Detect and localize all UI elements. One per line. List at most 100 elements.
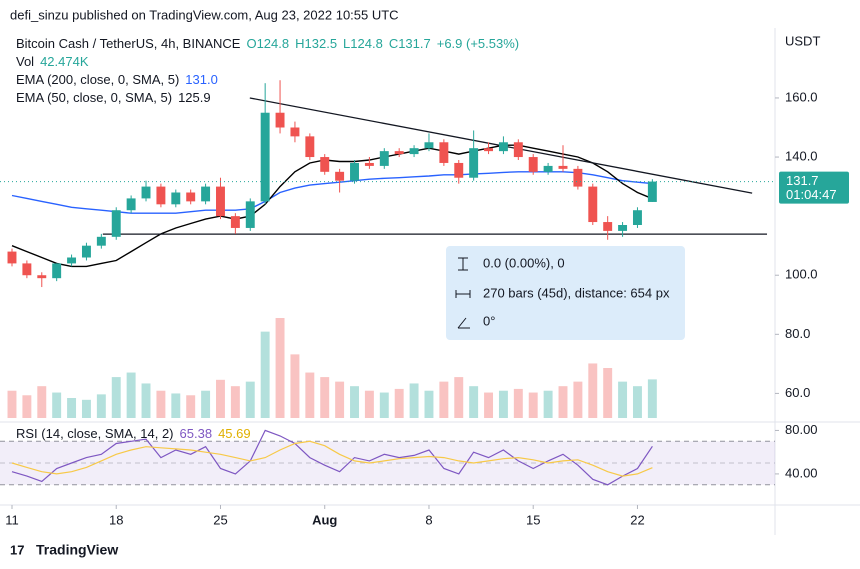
ema-value: 125.9 <box>178 90 211 105</box>
candle-body <box>573 168 583 187</box>
volume-bar <box>528 392 538 418</box>
x-tick-label: 25 <box>213 512 227 527</box>
volume-bar <box>201 390 211 418</box>
volume-bar <box>260 331 270 418</box>
candle-body <box>52 263 62 279</box>
candle-body <box>424 142 434 149</box>
candle-body <box>335 171 345 181</box>
legend-volume: Vol 42.474K <box>16 54 89 69</box>
volume-bar <box>216 379 225 418</box>
candle-body <box>230 216 240 228</box>
ema-name: EMA (50, close, 0, SMA, 5) <box>16 90 172 105</box>
volume-bar <box>141 383 151 418</box>
ohlc: O124.8 <box>246 36 289 51</box>
volume-bar <box>126 372 136 418</box>
volume-bar <box>111 377 121 418</box>
y-tick-label: 140.0 <box>785 148 818 163</box>
volume-bar <box>588 363 598 418</box>
candle-body <box>618 225 628 231</box>
candle-body <box>22 263 32 276</box>
countdown: 01:04:47 <box>786 187 837 202</box>
candle-body <box>632 210 642 225</box>
volume-bar <box>171 393 181 418</box>
volume-bar <box>647 379 657 418</box>
candle-body <box>498 142 508 152</box>
measure-price: 0.0 (0.00%), 0 <box>483 255 565 270</box>
volume-bar <box>484 392 494 418</box>
y-tick-label: 80.0 <box>785 326 810 341</box>
volume-bar <box>230 386 240 418</box>
volume-bar <box>245 381 255 418</box>
x-tick-label: 11 <box>5 512 19 527</box>
candle-body <box>245 201 255 228</box>
candle-body <box>528 157 538 172</box>
legend-rsi: RSI (14, close, SMA, 14, 2) 65.38 45.69 <box>16 426 251 441</box>
volume-bar <box>424 390 434 418</box>
icon-price <box>458 257 468 271</box>
candle-body <box>290 127 300 137</box>
measure-bars: 270 bars (45d), distance: 654 px <box>483 285 670 300</box>
candle-body <box>394 151 404 155</box>
volume-bar <box>364 390 374 418</box>
volume-bar <box>439 381 449 418</box>
volume-bar <box>22 395 32 418</box>
candle-body <box>439 142 449 163</box>
volume-bar <box>290 354 300 418</box>
rsi-tick-label: 80.00 <box>785 422 818 437</box>
candle-body <box>67 257 77 264</box>
volume-bar <box>573 381 583 418</box>
x-tick-label: 18 <box>109 512 123 527</box>
volume-bar <box>394 388 404 418</box>
candle-body <box>260 112 270 202</box>
ohlc: H132.5 <box>295 36 337 51</box>
change: +6.9 (+5.53%) <box>437 36 519 51</box>
ema-line <box>11 171 653 214</box>
volume-bar <box>618 381 628 418</box>
volume-name: Vol <box>16 54 34 69</box>
volume-bar <box>603 368 613 418</box>
x-tick-label: Aug <box>312 512 337 527</box>
volume-bar <box>513 388 523 418</box>
ema-name: EMA (200, close, 0, SMA, 5) <box>16 72 179 87</box>
volume-bar <box>632 386 642 418</box>
x-tick-label: 22 <box>630 512 644 527</box>
volume-bar <box>409 383 419 418</box>
volume-bar <box>156 390 166 418</box>
volume-bar <box>37 386 47 418</box>
candle-body <box>320 157 330 172</box>
last-price-box <box>779 171 849 204</box>
candle-body <box>379 151 389 166</box>
rsi-sma-value: 45.69 <box>218 426 251 441</box>
volume-bar <box>543 390 553 418</box>
candle-body <box>454 162 464 178</box>
rsi-name: RSI (14, close, SMA, 14, 2) <box>16 426 174 441</box>
legend-title: Bitcoin Cash / TetherUS, 4h, BINANCE O124… <box>16 36 519 51</box>
x-tick-label: 8 <box>425 512 432 527</box>
ema-value: 131.0 <box>185 72 218 87</box>
candle-body <box>543 165 553 172</box>
rsi-sma-line <box>11 440 653 477</box>
candle-body <box>558 165 568 169</box>
candle-body <box>305 136 315 158</box>
legend-ema: EMA (200, close, 0, SMA, 5) 131.0 <box>16 72 218 87</box>
volume-bar <box>96 394 106 418</box>
candle-body <box>186 192 196 202</box>
volume-bar <box>320 377 330 418</box>
rsi-value: 65.38 <box>180 426 213 441</box>
y-tick-label: 160.0 <box>785 89 818 104</box>
footer-brand: TradingView <box>36 542 118 558</box>
volume-value: 42.474K <box>40 54 89 69</box>
volume-bar <box>7 390 17 418</box>
candle-body <box>513 142 523 158</box>
candle-body <box>96 236 106 246</box>
currency: USDT <box>785 33 820 48</box>
icon-bars <box>455 290 471 298</box>
volume-bar <box>275 318 285 418</box>
x-tick-label: 15 <box>526 512 540 527</box>
volume-bar <box>305 372 315 418</box>
candle-body <box>81 245 91 258</box>
y-tick-label: 100.0 <box>785 267 818 282</box>
volume-bar <box>67 398 77 418</box>
legend-ema: EMA (50, close, 0, SMA, 5) 125.9 <box>16 90 211 105</box>
candle-body <box>37 275 47 279</box>
